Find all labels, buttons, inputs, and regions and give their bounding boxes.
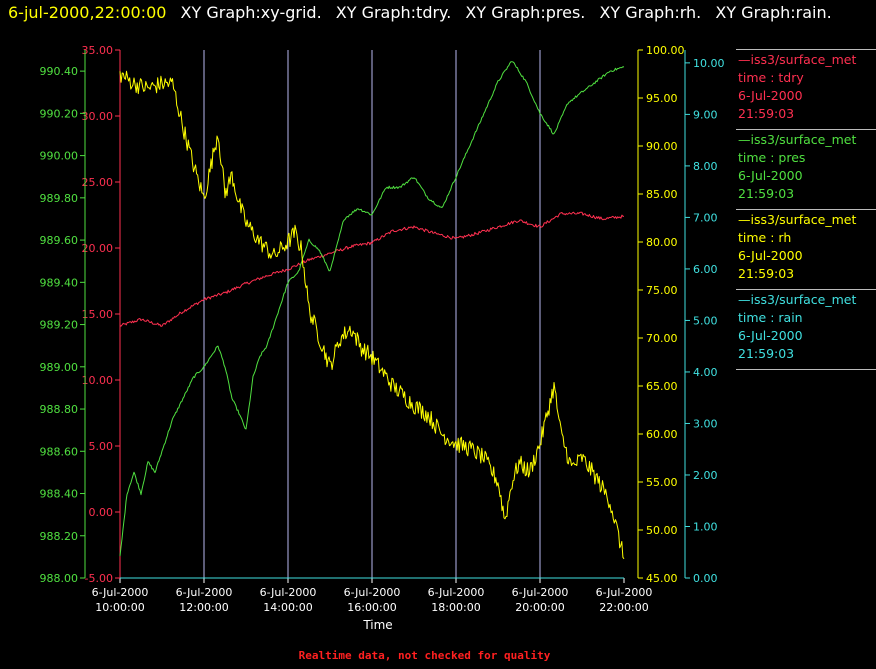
pres-tick-label: 990.00 — [40, 150, 79, 163]
legend-source: —iss3/surface_met — [738, 52, 857, 67]
series-line-rh — [119, 70, 625, 560]
rh-tick-label: 95.00 — [646, 92, 678, 105]
graph-label-pres[interactable]: XY Graph:pres. — [465, 3, 586, 22]
pres-tick-label: 989.80 — [40, 192, 79, 205]
rain-tick-label: 8.00 — [693, 160, 718, 173]
rh-tick-label: 45.00 — [646, 572, 678, 585]
x-tick-date: 6-Jul-2000 — [596, 586, 653, 599]
legend-time: 21:59:03 — [738, 106, 795, 121]
x-tick-time: 12:00:00 — [179, 601, 228, 614]
legend-entry-rain[interactable]: —iss3/surface_met time : rain 6-Jul-2000… — [736, 289, 876, 370]
rain-tick-label: 6.00 — [693, 263, 718, 276]
legend: —iss3/surface_met time : tdry 6-Jul-2000… — [736, 49, 876, 370]
rain-tick-label: 9.00 — [693, 108, 718, 121]
tdry-tick-label: 15.00 — [82, 308, 114, 321]
pres-tick-label: 989.40 — [40, 276, 79, 289]
axes: 6-Jul-2000 10:00:00 6-Jul-2000 12:00:00 6-Ju… — [40, 44, 725, 614]
graph-label-tdry[interactable]: XY Graph:tdry. — [335, 3, 452, 22]
legend-time: 21:59:03 — [738, 346, 795, 361]
legend-date: 6-Jul-2000 — [738, 248, 803, 263]
legend-entry-tdry[interactable]: —iss3/surface_met time : tdry 6-Jul-2000… — [736, 49, 876, 129]
tdry-tick-label: 25.00 — [82, 176, 114, 189]
legend-source: —iss3/surface_met — [738, 132, 857, 147]
legend-date: 6-Jul-2000 — [738, 328, 803, 343]
legend-date: 6-Jul-2000 — [738, 168, 803, 183]
x-tick-date: 6-Jul-2000 — [176, 586, 233, 599]
rh-tick-label: 55.00 — [646, 476, 678, 489]
x-tick-time: 16:00:00 — [347, 601, 396, 614]
rh-tick-label: 50.00 — [646, 524, 678, 537]
rain-tick-label: 3.00 — [693, 417, 718, 430]
x-tick-time: 14:00:00 — [263, 601, 312, 614]
rh-tick-label: 60.00 — [646, 428, 678, 441]
pres-tick-label: 989.60 — [40, 234, 79, 247]
legend-variable: time : rh — [738, 230, 792, 245]
legend-variable: time : rain — [738, 310, 803, 325]
rh-tick-label: 90.00 — [646, 140, 678, 153]
rain-tick-label: 2.00 — [693, 469, 718, 482]
tdry-tick-label: 20.00 — [82, 242, 114, 255]
tdry-tick-label: 5.00 — [89, 440, 114, 453]
graph-label-rain[interactable]: XY Graph:rain. — [715, 3, 832, 22]
pres-tick-label: 989.00 — [40, 361, 79, 374]
pres-tick-label: 988.20 — [40, 530, 79, 543]
tdry-tick-label: 10.00 — [82, 374, 114, 387]
pres-tick-label: 988.80 — [40, 403, 79, 416]
rain-tick-label: 4.00 — [693, 366, 718, 379]
x-tick-time: 10:00:00 — [95, 601, 144, 614]
legend-date: 6-Jul-2000 — [738, 88, 803, 103]
tdry-tick-label: 30.00 — [82, 110, 114, 123]
tdry-tick-label: 0.00 — [89, 506, 114, 519]
rain-tick-label: 7.00 — [693, 211, 718, 224]
tdry-tick-label: -5.00 — [85, 572, 113, 585]
rh-tick-label: 100.00 — [646, 44, 685, 57]
legend-time: 21:59:03 — [738, 266, 795, 281]
grid-lines — [203, 50, 541, 578]
rain-tick-label: 0.00 — [693, 572, 718, 585]
x-tick-date: 6-Jul-2000 — [428, 586, 485, 599]
legend-entry-rh[interactable]: —iss3/surface_met time : rh 6-Jul-2000 2… — [736, 209, 876, 289]
legend-time: 21:59:03 — [738, 186, 795, 201]
quality-disclaimer: Realtime data, not checked for quality — [298, 649, 551, 662]
header-timestamp: 6-jul-2000,22:00:00 — [8, 3, 167, 22]
legend-source: —iss3/surface_met — [738, 212, 857, 227]
x-axis-label: Time — [362, 618, 392, 632]
x-tick-date: 6-Jul-2000 — [260, 586, 317, 599]
x-tick-time: 20:00:00 — [515, 601, 564, 614]
legend-entry-pres[interactable]: —iss3/surface_met time : pres 6-Jul-2000… — [736, 129, 876, 209]
legend-variable: time : tdry — [738, 70, 804, 85]
pres-tick-label: 988.40 — [40, 488, 79, 501]
series-lines — [119, 61, 625, 579]
x-tick-time: 22:00:00 — [599, 601, 648, 614]
series-line-pres — [119, 61, 625, 557]
pres-tick-label: 990.20 — [40, 107, 79, 120]
rh-tick-label: 65.00 — [646, 380, 678, 393]
rain-tick-label: 10.00 — [693, 57, 725, 70]
rh-tick-label: 85.00 — [646, 188, 678, 201]
pres-tick-label: 990.40 — [40, 65, 79, 78]
legend-source: —iss3/surface_met — [738, 292, 857, 307]
rh-tick-label: 70.00 — [646, 332, 678, 345]
pres-tick-label: 989.20 — [40, 319, 79, 332]
pres-tick-label: 988.00 — [40, 572, 79, 585]
x-tick-time: 18:00:00 — [431, 601, 480, 614]
graph-label-xy-grid[interactable]: XY Graph:xy-grid. — [180, 3, 322, 22]
x-tick-date: 6-Jul-2000 — [512, 586, 569, 599]
rh-tick-label: 75.00 — [646, 284, 678, 297]
rain-tick-label: 5.00 — [693, 314, 718, 327]
x-tick-date: 6-Jul-2000 — [344, 586, 401, 599]
tdry-tick-label: 35.00 — [82, 44, 114, 57]
pres-tick-label: 988.60 — [40, 445, 79, 458]
rh-tick-label: 80.00 — [646, 236, 678, 249]
x-tick-date: 6-Jul-2000 — [92, 586, 149, 599]
legend-variable: time : pres — [738, 150, 806, 165]
header-bar: 6-jul-2000,22:00:00 XY Graph:xy-grid. XY… — [8, 3, 841, 27]
series-line-tdry — [119, 211, 625, 327]
graph-label-rh[interactable]: XY Graph:rh. — [599, 3, 702, 22]
rain-tick-label: 1.00 — [693, 520, 718, 533]
